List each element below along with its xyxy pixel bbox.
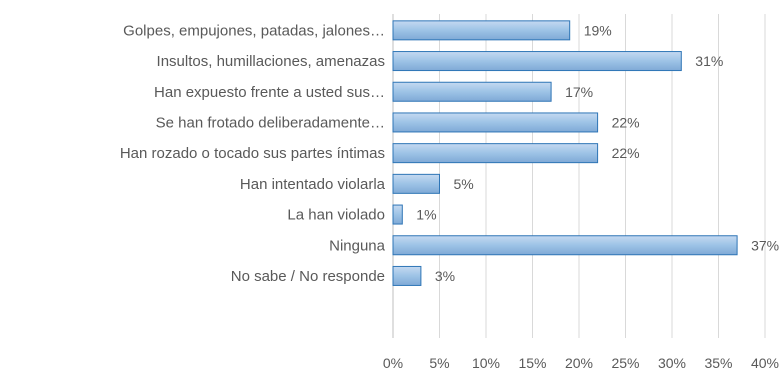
data-label: 17% [565, 84, 593, 100]
data-label: 37% [751, 237, 779, 253]
x-tick-label: 30% [658, 355, 686, 371]
bar [392, 204, 403, 225]
data-label: 5% [454, 176, 474, 192]
bar [392, 143, 599, 164]
category-label: Han intentado violarla [240, 176, 386, 193]
x-tick-label: 5% [429, 355, 449, 371]
category-label: Golpes, empujones, patadas, jalones… [123, 22, 385, 39]
bar [392, 173, 440, 194]
x-tick-labels: 0% 5% 10% 15% 20% 25% 30% 35% 40% [383, 355, 779, 371]
x-tick-label: 0% [383, 355, 403, 371]
x-tick-label: 25% [611, 355, 639, 371]
bars [392, 20, 738, 286]
data-label: 22% [612, 145, 640, 161]
bar [392, 20, 571, 41]
data-label: 3% [435, 268, 455, 284]
category-label: Han rozado o tocado sus partes íntimas [120, 145, 385, 162]
data-labels: 19% 31% 17% 22% 22% 5% 1% 37% 3% [416, 22, 779, 284]
data-label: 1% [416, 207, 436, 223]
data-label: 19% [584, 22, 612, 38]
x-tick-label: 35% [704, 355, 732, 371]
category-labels: Golpes, empujones, patadas, jalones… Insu… [120, 22, 386, 285]
category-label: La han violado [287, 207, 385, 224]
category-label: Insultos, humillaciones, amenazas [157, 53, 385, 70]
bar [392, 265, 422, 286]
category-label: Han expuesto frente a usted sus… [154, 84, 385, 101]
x-tick-label: 15% [518, 355, 546, 371]
x-tick-label: 40% [751, 355, 779, 371]
category-label: Ninguna [329, 237, 386, 254]
bar [392, 51, 682, 72]
bar [392, 112, 599, 133]
x-tick-label: 20% [565, 355, 593, 371]
data-label: 31% [695, 53, 723, 69]
x-tick-label: 10% [472, 355, 500, 371]
category-label: Se han frotado deliberadamente… [156, 114, 385, 131]
category-label: No sabe / No responde [231, 268, 385, 285]
data-label: 22% [612, 114, 640, 130]
bar [392, 235, 738, 256]
bar [392, 81, 552, 102]
